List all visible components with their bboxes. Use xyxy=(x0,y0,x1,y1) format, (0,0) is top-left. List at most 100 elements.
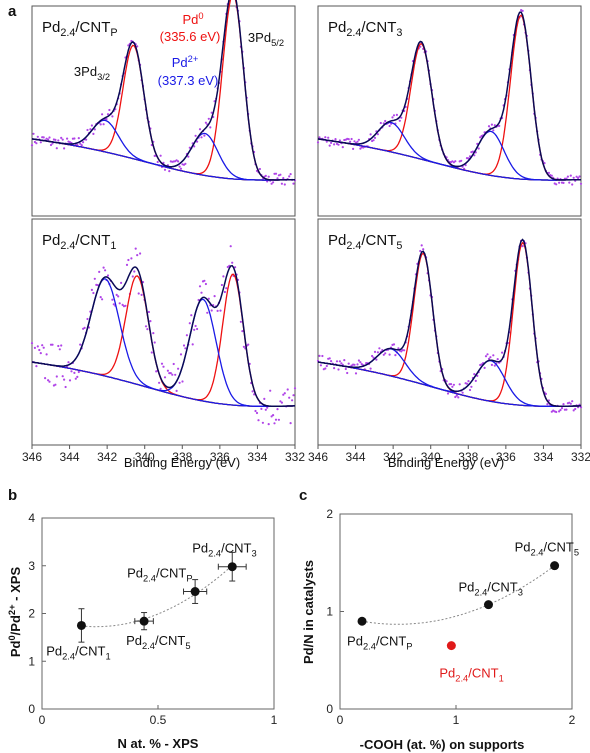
xps-raw-point xyxy=(55,375,58,378)
xps-raw-point xyxy=(562,403,565,406)
xps-tick-label: 342 xyxy=(383,450,403,464)
xps-raw-point xyxy=(93,128,96,131)
xps-raw-point xyxy=(325,364,328,368)
xps-raw-point xyxy=(337,368,340,371)
xps-panel-label: Pd2.4/CNT1 xyxy=(42,232,116,252)
xps-raw-point xyxy=(376,133,379,136)
xps-raw-point xyxy=(288,396,291,399)
xps-raw-point xyxy=(54,383,57,386)
xps-raw-point xyxy=(347,138,350,141)
xps-raw-point xyxy=(104,269,107,272)
xps-raw-point xyxy=(270,415,273,418)
xps-raw-point xyxy=(490,123,493,126)
xps-raw-points xyxy=(30,245,297,426)
xps-raw-point xyxy=(280,182,283,185)
xps-raw-point xyxy=(219,309,222,312)
xps-raw-point xyxy=(181,380,184,383)
xps-raw-point xyxy=(204,121,207,124)
xps-raw-point xyxy=(261,421,264,424)
xps-raw-point xyxy=(398,119,401,122)
xps-raw-point xyxy=(251,390,254,393)
trend-line xyxy=(81,565,233,628)
xps-raw-point xyxy=(353,140,356,143)
xps-frame xyxy=(31,5,296,217)
data-point xyxy=(76,620,86,630)
xps-raw-point xyxy=(266,406,269,409)
xps-raw-point xyxy=(106,274,110,277)
xps-raw-point xyxy=(36,135,39,138)
xps-raw-point xyxy=(391,116,394,119)
xps-raw-point xyxy=(487,125,491,128)
xps-raw-point xyxy=(446,392,450,395)
xps-raw-point xyxy=(521,245,524,248)
xps-xlabel-left: Binding Energy (eV) xyxy=(124,455,240,470)
xps-raw-point xyxy=(54,138,57,141)
x-tick-label: 1 xyxy=(271,713,278,727)
xps-raw-point xyxy=(562,181,565,184)
panel-letter-b: b xyxy=(8,487,17,504)
xps-raw-point xyxy=(263,397,266,400)
xps-raw-point xyxy=(274,172,278,175)
xps-raw-point xyxy=(35,142,38,145)
xps-raw-point xyxy=(480,363,483,366)
xps-raw-point xyxy=(349,140,352,143)
xps-raw-point xyxy=(403,349,406,352)
xps-raw-point xyxy=(357,359,360,362)
point-label: Pd2.4/CNTP xyxy=(347,633,412,651)
xps-raw-point xyxy=(55,147,58,150)
plot-frame xyxy=(41,517,275,710)
xps-raw-point xyxy=(99,296,102,299)
xps-raw-point xyxy=(163,168,167,171)
xps-raw-point xyxy=(454,160,457,163)
xps-raw-point xyxy=(209,126,212,129)
xps-raw-point xyxy=(498,124,501,127)
xps-raw-point xyxy=(559,408,562,412)
xps-raw-point xyxy=(577,176,580,180)
xps-raw-point xyxy=(422,248,425,251)
xps-raw-point xyxy=(321,354,324,358)
xps-raw-point xyxy=(105,117,108,121)
xps-raw-point xyxy=(493,364,496,367)
xps-raw-point xyxy=(384,119,387,123)
xps-raw-point xyxy=(550,174,553,177)
xps-raw-point xyxy=(486,353,489,356)
xps-raw-point xyxy=(194,324,197,328)
xps-raw-point xyxy=(30,144,34,147)
xps-raw-point xyxy=(292,394,295,397)
xps-raw-point xyxy=(101,298,104,301)
xps-panel-cnt1: Pd2.4/CNT1 346 344 342 340 338 336 334 332 xyxy=(22,218,305,464)
xps-raw-point xyxy=(282,177,285,180)
xps-raw-point xyxy=(175,389,178,392)
xps-raw-point xyxy=(388,124,391,128)
xps-tick-label: 344 xyxy=(346,450,366,464)
xps-tick-label: 338 xyxy=(172,450,192,464)
xps-raw-point xyxy=(454,395,457,399)
xps-raw-point xyxy=(184,162,187,165)
xps-raw-point xyxy=(379,121,382,125)
y-tick-label: 0 xyxy=(326,702,333,716)
xps-tick-label: 336 xyxy=(496,450,516,464)
xps-raw-point xyxy=(47,379,50,382)
xps-raw-point xyxy=(392,114,396,117)
xps-raw-point xyxy=(579,182,583,185)
xps-raw-point xyxy=(291,399,294,402)
xps-raw-point xyxy=(451,385,454,388)
xps-raw-point xyxy=(255,411,259,415)
xps-raw-point xyxy=(457,396,460,399)
xps-raw-point xyxy=(49,143,53,147)
point-label: Pd2.4/CNT1 xyxy=(439,666,503,684)
xps-frame xyxy=(317,218,582,446)
xps-raw-point xyxy=(574,407,577,411)
xps-raw-point xyxy=(400,116,403,119)
xps-raw-point xyxy=(372,356,375,359)
xps-raw-point xyxy=(112,303,115,306)
xps-raw-point xyxy=(286,388,289,391)
xps-tick-label: 342 xyxy=(97,450,117,464)
xps-raw-point xyxy=(280,401,283,404)
xps-raw-point xyxy=(196,140,199,143)
xps-raw-point xyxy=(254,409,257,413)
xps-raw-point xyxy=(48,380,51,383)
xps-raw-point xyxy=(277,418,280,421)
xps-raw-point xyxy=(395,113,398,116)
xps-raw-point xyxy=(279,400,282,403)
